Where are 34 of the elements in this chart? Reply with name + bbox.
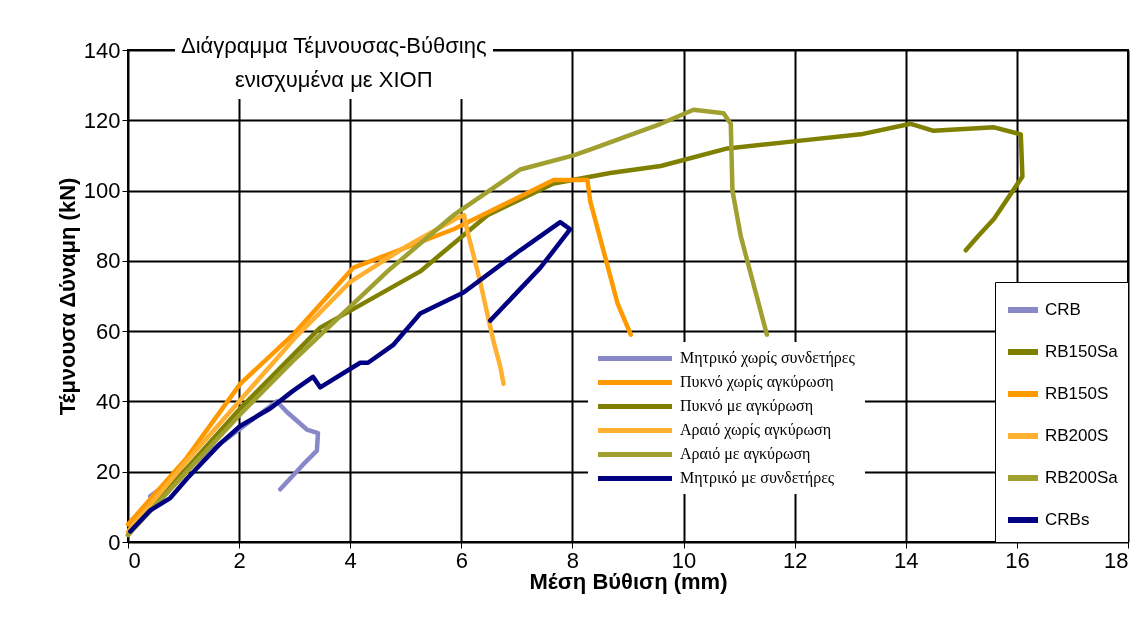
- x-tick-label: 12: [782, 547, 808, 573]
- y-tick-label: 140: [83, 37, 121, 63]
- annotation: Πυκνό με αγκύρωση: [680, 396, 814, 417]
- y-tick-label: 0: [108, 529, 121, 555]
- y-tick-label: 120: [83, 107, 121, 133]
- legend-label: RB200S: [1045, 426, 1109, 445]
- y-tick-label: 20: [96, 459, 121, 485]
- y-tick-label: 100: [83, 178, 121, 204]
- y-tick-label: 40: [96, 388, 121, 414]
- line-series: [125, 212, 506, 534]
- y-tick-label: 60: [96, 318, 121, 344]
- x-tick-label: 18: [1104, 547, 1129, 573]
- legend-label: RB150Sa: [1045, 342, 1119, 361]
- y-tick-label: 80: [96, 248, 121, 274]
- annotation: Αραιό χωρίς αγκύρωση: [680, 420, 832, 441]
- legend-label: CRBs: [1045, 510, 1090, 529]
- legend-label: CRB: [1045, 300, 1081, 319]
- legend-label: RB150S: [1045, 384, 1109, 403]
- x-tick-label: 16: [1005, 547, 1030, 573]
- line-series: [125, 177, 634, 527]
- x-tick-label: 6: [455, 547, 468, 573]
- x-tick-label: 0: [128, 547, 141, 573]
- legend-label: RB200Sa: [1045, 468, 1119, 487]
- annotation: Μητρικό με συνδετήρες: [680, 468, 835, 489]
- x-tick-label: 2: [233, 547, 246, 573]
- annotation: Αραιό με αγκύρωση: [680, 444, 811, 465]
- x-tick-label: 4: [344, 547, 357, 573]
- annotation: Μητρικό χωρίς συνδετήρες: [680, 348, 855, 369]
- text: Διάγραμμα Τέμνουσας-Βύθσιης: [181, 33, 487, 58]
- line-series: [127, 219, 573, 534]
- y-axis-title: Τέμνουσα Δύναμη (kN): [54, 177, 80, 416]
- annotation: Πυκνό χωρίς αγκύρωση: [680, 372, 834, 393]
- text: ενισχυμένα με ΧΙΟΠ: [235, 67, 433, 92]
- x-tick-label: 14: [894, 547, 919, 573]
